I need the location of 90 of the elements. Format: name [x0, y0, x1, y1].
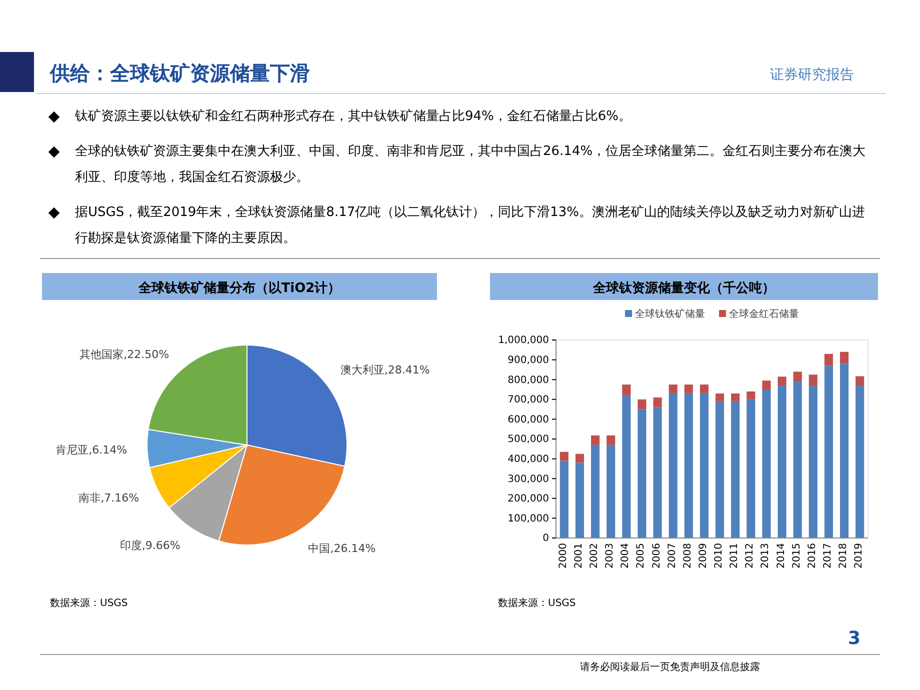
bar [700, 393, 708, 538]
bar [606, 444, 616, 538]
bar [591, 444, 600, 538]
bar [840, 364, 849, 538]
slice-label: 其他国家,22.50% [80, 348, 170, 361]
bar [575, 462, 584, 538]
bar [560, 460, 568, 538]
source-note: 数据来源：USGS [498, 597, 576, 609]
text: 请务必阅读最后一页免责声明及信息披露 [580, 660, 760, 674]
x-tick-label: 2018 [838, 543, 850, 568]
bar [668, 393, 678, 538]
y-tick-label: 800,000 [508, 374, 549, 386]
bar [716, 393, 724, 402]
bar [622, 395, 631, 538]
x-tick-label: 2015 [791, 543, 802, 568]
bar [575, 454, 584, 463]
bar [778, 376, 786, 386]
bar [684, 393, 693, 538]
chart-title: 全球钛资源储量变化（千公吨） [592, 280, 775, 296]
legend-label: 全球金红石储量 [729, 308, 799, 320]
y-tick-label: 600,000 [508, 414, 549, 426]
x-tick-label: 2009 [698, 543, 709, 568]
x-tick-label: 2017 [822, 543, 834, 568]
x-tick-label: 2007 [666, 543, 678, 568]
bar [638, 399, 646, 410]
text: 全球的钛铁矿资源主要集中在澳大利亚、中国、印度、南非和肯尼亚，其中中国占26.14%，位居全球储量第二。金红石则主要分布在澳大利亚、印度等地，我国金红石资源极少。 [75, 143, 867, 187]
slice-label: 中国,26.14% [308, 542, 376, 556]
bar [808, 386, 818, 538]
bar [793, 382, 802, 538]
x-tick-label: 2010 [714, 543, 725, 568]
text: 证券研究报告 [770, 66, 854, 84]
text: 钛矿资源主要以钛铁矿和金红石两种形式存在，其中钛铁矿储量占比94%，金红石储量占比6%。 [75, 108, 633, 126]
x-tick-label: 2003 [604, 543, 616, 568]
y-tick-label: 200,000 [508, 494, 549, 505]
x-tick-label: 2001 [573, 543, 584, 568]
x-tick-label: 2008 [682, 543, 694, 568]
bar [731, 393, 740, 402]
bar [606, 435, 616, 445]
x-tick-label: 2006 [651, 543, 662, 568]
y-tick-label: 100,000 [508, 513, 549, 524]
bar [808, 374, 818, 386]
bar [638, 409, 646, 538]
bar [684, 384, 693, 394]
y-tick-label: 700,000 [508, 394, 549, 406]
bar [793, 372, 802, 382]
x-tick-label: 2014 [776, 543, 787, 568]
bar [591, 435, 600, 445]
x-tick-label: 2000 [558, 543, 569, 568]
bar [840, 352, 849, 364]
bar [762, 380, 771, 390]
x-tick-label: 2019 [854, 543, 865, 568]
text: 据USGS，截至2019年末，全球钛资源储量8.17亿吨（以二氧化钛计），同比下滑13%。澳洲老矿山的陆续关停以及缺乏动力对新矿山进行勘探是钛资源储量下降的主要原因。 [75, 204, 866, 248]
slice-label: 澳大利亚,28.41% [340, 364, 430, 377]
bar [746, 391, 756, 400]
bar [560, 452, 568, 461]
chart-title: 全球钛铁矿储量分布（以TiO2计） [137, 280, 341, 296]
bar [700, 384, 708, 394]
bar [653, 407, 662, 538]
bar [778, 386, 786, 538]
x-tick-label: 2013 [760, 543, 772, 568]
y-tick-label: 900,000 [508, 355, 549, 366]
x-tick-label: 2011 [729, 543, 740, 568]
text: 3 [848, 628, 861, 649]
x-tick-label: 2016 [806, 543, 818, 568]
text: 供给：全球钛矿资源储量下滑 [50, 60, 310, 87]
bar [824, 354, 833, 366]
y-tick-label: 400,000 [508, 454, 549, 465]
y-tick-label: 1,000,000 [498, 335, 549, 346]
x-tick-label: 2005 [636, 543, 647, 568]
bar [856, 376, 864, 386]
x-tick-label: 2002 [589, 543, 600, 568]
slice-label: 南非,7.16% [78, 492, 140, 505]
legend-label: 全球钛铁矿储量 [635, 308, 705, 320]
slice-label: 肯尼亚,6.14% [56, 443, 128, 456]
slice-label: 印度,9.66% [120, 538, 180, 552]
bar [731, 401, 740, 538]
y-tick-label: 300,000 [508, 474, 549, 485]
bar [824, 366, 833, 538]
x-tick-label: 2012 [744, 543, 756, 568]
bar [716, 401, 724, 538]
bar [762, 390, 771, 538]
y-tick-label: 0 [542, 533, 549, 544]
y-tick-label: 500,000 [508, 434, 549, 446]
bar [622, 384, 631, 396]
bar [653, 397, 662, 408]
bar [856, 386, 864, 538]
bar [746, 399, 756, 538]
bar [668, 384, 678, 394]
x-tick-label: 2004 [620, 543, 632, 568]
source-note: 数据来源：USGS [50, 597, 128, 609]
